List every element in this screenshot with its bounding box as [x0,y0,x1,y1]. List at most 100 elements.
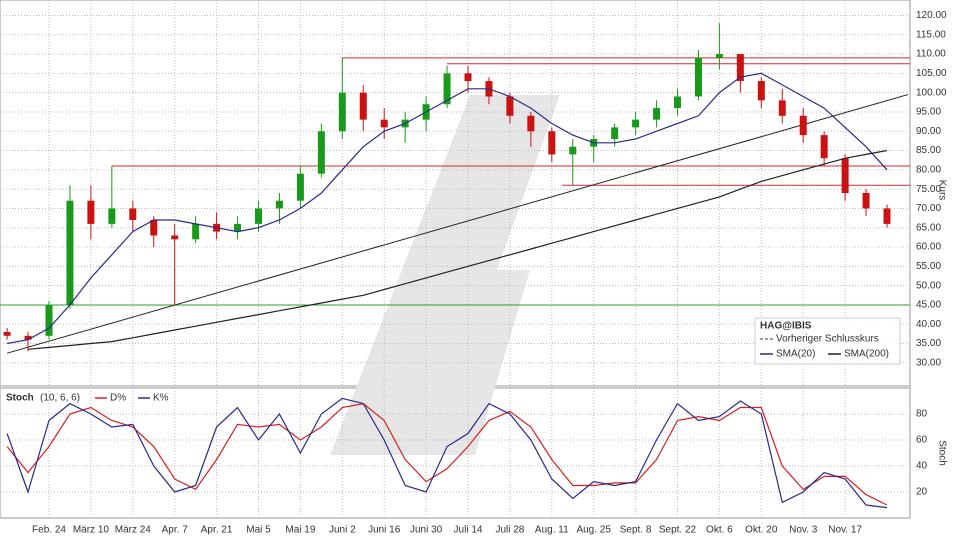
candle-body [380,119,388,128]
candle-body [338,92,346,132]
x-tick-label: März 10 [73,525,110,536]
candle-body [548,131,556,155]
y-tick-label: 60 [916,435,928,446]
y-tick-label: 75.00 [916,184,941,195]
candle-body [464,73,472,82]
y-tick-label: 65.00 [916,222,941,233]
x-tick-label: Sept. 8 [620,525,652,536]
legend-item: Vorheriger Schlusskurs [776,334,879,345]
x-tick-label: Nov. 3 [789,525,818,536]
x-tick-label: Aug. 11 [535,525,569,536]
y-tick-label: 40.00 [916,319,941,330]
stoch-params: (10, 6, 6) [40,393,80,404]
x-tick-label: März 24 [115,525,152,536]
y-tick-label: 45.00 [916,300,941,311]
x-tick-label: Mai 19 [285,525,315,536]
y-tick-label: 55.00 [916,261,941,272]
series-line [6,402,888,506]
stoch-title: Stoch [6,393,34,404]
candle-body [841,158,849,193]
x-tick-label: Juni 30 [410,525,443,536]
candle-body [192,223,200,240]
y-tick-label: 105.00 [916,68,947,79]
y-tick-label: 100.00 [916,87,947,98]
candle-body [715,54,723,58]
x-tick-label: Sept. 22 [659,525,697,536]
watermark [330,95,560,455]
y-tick-label: 80.00 [916,164,941,175]
candle-body [862,193,870,209]
y-tick-label: 20 [916,487,928,498]
y-tick-label: 90.00 [916,126,941,137]
trend-line [6,94,909,354]
candle-body [129,208,137,221]
legend-title: HAG@IBIS [760,321,812,332]
legend-item: D% [110,393,126,404]
candle-body [359,92,367,120]
candle-body [443,73,451,105]
y-tick-label: 95.00 [916,107,941,118]
candle-body [24,335,32,340]
candle-body [883,208,891,224]
candle-body [87,200,95,224]
x-tick-label: Okt. 20 [745,525,778,536]
y-tick-label: 110.00 [916,49,946,60]
y-tick-label: 85.00 [916,145,941,156]
y-tick-label: 40 [916,461,928,472]
candle-body [527,115,535,132]
y-tick-label: 115.00 [916,29,946,40]
x-tick-label: Juni 2 [329,525,356,536]
y-tick-label: 70.00 [916,203,941,214]
candle-body [66,200,74,305]
legend-item: K% [153,393,169,404]
candle-body [820,135,828,159]
legend-item: SMA(200) [844,349,889,360]
y-tick-label: 30.00 [916,357,941,368]
x-tick-label: Apr. 7 [162,525,189,536]
candle-body [255,208,262,224]
y-axis-title: Kurs [936,180,947,201]
series-line [6,72,888,345]
candle-body [778,100,786,116]
candle-body [653,108,661,120]
candle-body [45,304,53,336]
y-axis-title: Stoch [936,440,947,466]
x-tick-label: Juni 16 [368,525,401,536]
x-tick-label: Mai 5 [246,525,271,536]
y-tick-label: 80 [916,409,928,420]
x-tick-label: Juli 28 [495,525,524,536]
candle-body [317,131,325,174]
candle-body [150,220,158,236]
y-tick-label: 120.00 [916,10,947,21]
candle-body [569,146,577,155]
x-tick-label: Aug. 25 [576,525,611,536]
legend-item: SMA(20) [776,349,815,360]
y-tick-label: 35.00 [916,338,941,349]
candle-body [694,57,702,97]
candle-body [674,96,681,109]
candle-body [3,331,11,336]
x-tick-label: Feb. 24 [32,525,66,536]
candle-body [275,200,283,209]
candle-body [171,235,179,240]
x-tick-label: Okt. 6 [706,525,733,536]
plot-layer: 30.00 35.00 40.00 45.00 50.00 55.00 60.00 65.00… [0,0,947,518]
candle-body [736,54,744,82]
candle-body [611,127,619,139]
y-tick-label: 50.00 [916,280,941,291]
y-tick-label: 60.00 [916,242,941,253]
candle-body [632,119,640,128]
candle-body [234,223,242,232]
x-tick-label: Apr. 21 [201,525,233,536]
x-tick-label: Juli 14 [454,525,483,536]
candle-body [757,81,765,101]
candle-body [108,208,116,224]
legend-box [754,317,901,365]
x-tick-label: Nov. 17 [828,525,862,536]
candle-body [296,173,304,201]
candle-body [799,115,807,136]
series-line [27,149,888,350]
candle-body [506,96,514,116]
series-line [6,397,888,509]
